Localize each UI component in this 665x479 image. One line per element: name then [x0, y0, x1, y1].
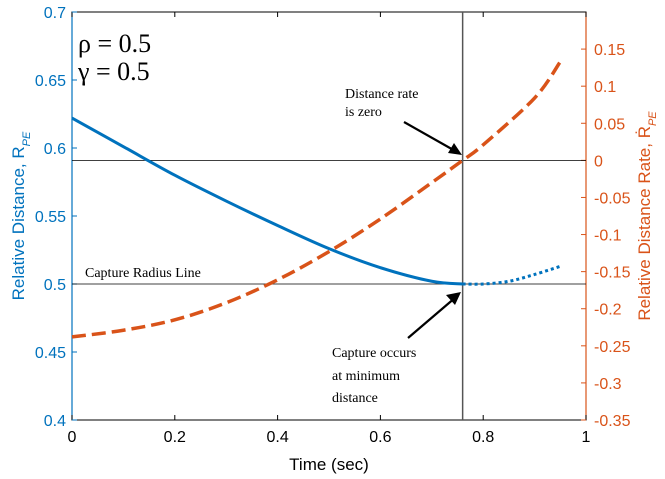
- capture-radius-label: Capture Radius Line: [85, 266, 201, 281]
- annotation-capture-line1: Capture occurs: [332, 346, 416, 361]
- right-tick-label: -0.1: [594, 228, 622, 245]
- annotation-capture-arrowhead: [446, 292, 461, 305]
- right-tick-label: 0.15: [594, 42, 625, 59]
- right-tick-label: -0.35: [594, 413, 631, 430]
- distance-series-solid: [71, 116, 463, 286]
- x-tick-label: 0: [68, 429, 77, 446]
- x-tick-label: 0.4: [266, 429, 288, 446]
- left-tick-label: 0.65: [35, 73, 66, 90]
- left-tick-label: 0.45: [35, 345, 66, 362]
- left-tick-label: 0.7: [44, 5, 66, 22]
- right-tick-label: -0.2: [594, 302, 622, 319]
- x-tick-label: 0.2: [164, 429, 186, 446]
- right-tick-label: 0.05: [594, 116, 625, 133]
- annotation-capture-line2: at minimum: [332, 369, 400, 384]
- annotation-rate-zero-arrow: [403, 121, 458, 153]
- annotation-capture-line3: distance: [332, 391, 378, 406]
- right-axis-title: Relative Distance Rate, ṘPE: [635, 111, 659, 321]
- distance-rate-series: [71, 60, 562, 339]
- left-tick-label: 0.5: [44, 277, 66, 294]
- annotation-rate-zero-arrowhead: [448, 143, 462, 155]
- right-tick-label: -0.3: [594, 376, 622, 393]
- annotation-rate-zero-line1: Distance rate: [345, 87, 418, 102]
- x-tick-label: 0.6: [369, 429, 391, 446]
- right-tick-label: 0: [594, 153, 603, 170]
- right-tick-label: -0.05: [594, 190, 631, 207]
- left-tick-label: 0.55: [35, 209, 66, 226]
- annotation-rate-zero-line2: is zero: [345, 105, 382, 120]
- left-tick-label: 0.4: [44, 413, 66, 430]
- left-tick-label: 0.6: [44, 141, 66, 158]
- annotation-capture-arrow: [407, 296, 457, 339]
- x-axis-title: Time (sec): [289, 455, 369, 474]
- right-tick-label: -0.15: [594, 265, 631, 282]
- right-tick-label: 0.1: [594, 79, 616, 96]
- distance-series-dotted: [462, 264, 561, 286]
- x-tick-label: 0.8: [472, 429, 494, 446]
- param-rho: ρ = 0.5: [78, 29, 151, 58]
- param-gamma: γ = 0.5: [77, 57, 150, 86]
- right-tick-label: -0.25: [594, 339, 631, 356]
- x-tick-label: 1: [582, 429, 591, 446]
- left-axis-title: Relative Distance, RPE: [9, 131, 33, 300]
